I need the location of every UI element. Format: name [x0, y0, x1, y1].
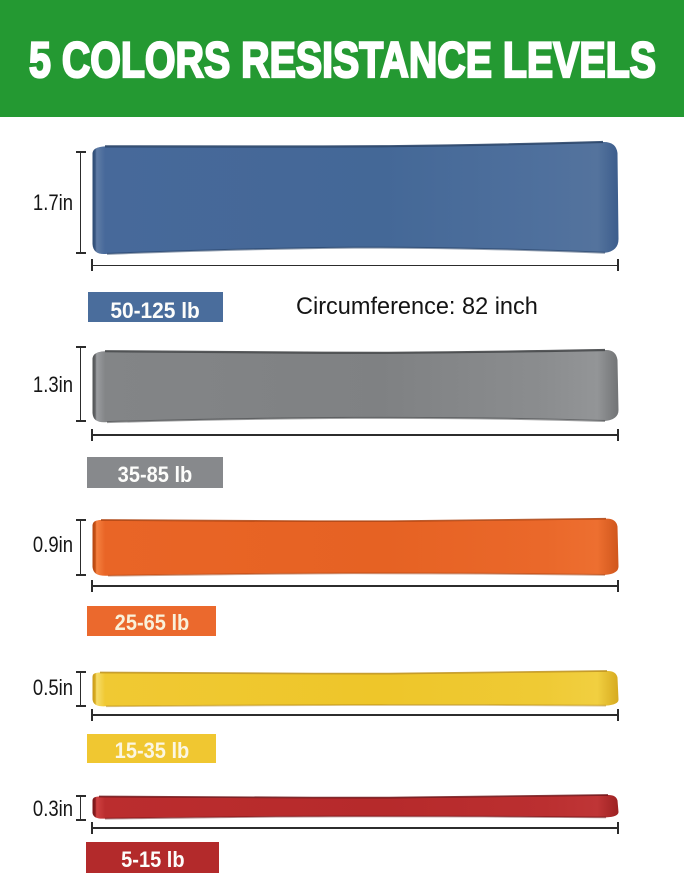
svg-text:5 COLORS RESISTANCE LEVELS: 5 COLORS RESISTANCE LEVELS [29, 32, 656, 88]
